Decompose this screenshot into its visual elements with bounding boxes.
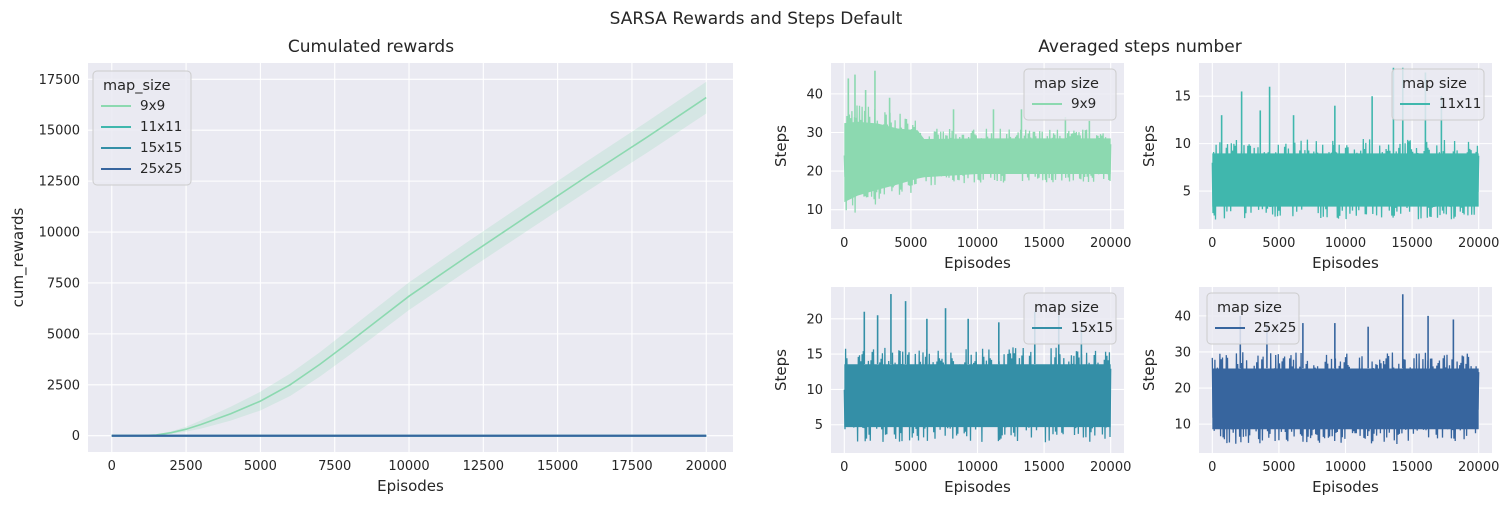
- steps-11x11-legend-label-11x11: 11x11: [1439, 96, 1481, 112]
- steps-11x11-x-tick-label: 20000: [1458, 236, 1499, 251]
- steps-15x15-legend-box: [1023, 292, 1117, 345]
- steps-25x25-legend-box: [1206, 292, 1300, 345]
- rewards-y-tick-label: 2500: [47, 378, 80, 393]
- rewards-y-tick-label: 7500: [47, 276, 80, 291]
- steps-9x9-steps-density: [844, 121, 1111, 203]
- steps-9x9-y-tick-label: 20: [806, 165, 823, 180]
- steps-15x15-legend-label-15x15: 15x15: [1071, 320, 1113, 336]
- steps-15x15-y-axis-label: Steps: [772, 349, 790, 391]
- rewards-x-tick-label: 17500: [611, 459, 652, 474]
- steps-15x15-x-tick-label: 10000: [957, 460, 998, 475]
- steps-25x25-y-tick-label: 10: [1174, 418, 1191, 433]
- steps-15x15-y-tick-label: 20: [806, 312, 823, 327]
- steps-9x9-legend-box: [1023, 68, 1117, 121]
- rewards-legend-label-25x25: 25x25: [140, 161, 182, 177]
- rewards-x-tick-label: 0: [108, 459, 116, 474]
- steps-11x11-y-tick-label: 10: [1174, 137, 1191, 152]
- steps-11x11-x-tick-label: 15000: [1391, 236, 1432, 251]
- rewards-x-tick-label: 2500: [170, 459, 203, 474]
- steps-25x25-x-tick-label: 15000: [1391, 460, 1432, 475]
- steps-9x9-y-tick-label: 40: [806, 87, 823, 102]
- rewards-legend-box: [92, 70, 192, 186]
- steps-25x25-y-tick-label: 20: [1174, 382, 1191, 397]
- chart-title-rewards: Cumulated rewards: [288, 37, 454, 57]
- steps-11x11-x-axis-label: Episodes: [1312, 254, 1379, 272]
- steps-25x25-x-tick-label: 10000: [1325, 460, 1366, 475]
- rewards-y-axis-label: cum_rewards: [9, 208, 28, 308]
- steps-11x11-x-tick-label: 0: [1208, 236, 1216, 251]
- steps-9x9-x-tick-label: 5000: [894, 236, 927, 251]
- steps-25x25-steps-density: [1212, 368, 1479, 430]
- steps-25x25-x-tick-label: 20000: [1458, 460, 1499, 475]
- steps-11x11-x-tick-label: 10000: [1325, 236, 1366, 251]
- rewards-x-tick-label: 10000: [388, 459, 429, 474]
- rewards-legend-label-9x9: 9x9: [140, 98, 165, 114]
- steps-25x25-y-tick-label: 30: [1174, 345, 1191, 360]
- rewards-legend-label-11x11: 11x11: [140, 119, 182, 135]
- steps-15x15-legend-title: map size: [1034, 300, 1099, 316]
- steps-25x25-x-axis-label: Episodes: [1312, 478, 1379, 496]
- steps-25x25-y-tick-label: 40: [1174, 309, 1191, 324]
- steps-15x15-x-tick-label: 20000: [1090, 460, 1131, 475]
- steps-15x15-steps-density: [844, 364, 1111, 428]
- steps-9x9-x-tick-label: 10000: [957, 236, 998, 251]
- steps-9x9-x-tick-label: 15000: [1023, 236, 1064, 251]
- rewards-x-tick-label: 15000: [537, 459, 578, 474]
- steps-9x9-x-tick-label: 0: [840, 236, 848, 251]
- steps-25x25-y-axis-label: Steps: [1140, 349, 1158, 391]
- steps-9x9-x-tick-label: 20000: [1090, 236, 1131, 251]
- rewards-y-tick-label: 17500: [39, 73, 80, 88]
- steps-25x25-x-tick-label: 0: [1208, 460, 1216, 475]
- steps-15x15-y-tick-label: 10: [806, 383, 823, 398]
- steps-25x25-legend-title: map size: [1217, 300, 1282, 316]
- steps-9x9-x-axis-label: Episodes: [944, 254, 1011, 272]
- steps-11x11-steps-density: [1212, 153, 1479, 207]
- steps-11x11-y-tick-label: 15: [1174, 90, 1191, 105]
- steps-11x11-y-axis-label: Steps: [1140, 125, 1158, 167]
- rewards-legend-label-15x15: 15x15: [140, 140, 182, 156]
- steps-11x11-x-tick-label: 5000: [1262, 236, 1295, 251]
- rewards-series-line-9x9: [111, 96, 707, 437]
- rewards-y-tick-label: 5000: [47, 327, 80, 342]
- steps-9x9-y-tick-label: 10: [806, 203, 823, 218]
- rewards-y-tick-label: 0: [72, 429, 80, 444]
- steps-11x11-legend-title: map size: [1402, 76, 1467, 92]
- steps-9x9-y-axis-label: Steps: [772, 125, 790, 167]
- steps-11x11-y-tick-label: 5: [1183, 185, 1191, 200]
- steps-9x9-legend-label-9x9: 9x9: [1071, 96, 1096, 112]
- rewards-legend-title: map_size: [103, 78, 171, 94]
- steps-15x15-y-tick-label: 15: [806, 348, 823, 363]
- steps-15x15-x-tick-label: 5000: [894, 460, 927, 475]
- rewards-x-tick-label: 5000: [244, 459, 277, 474]
- rewards-y-tick-label: 15000: [39, 124, 80, 139]
- rewards-plot-area: [88, 63, 733, 452]
- steps-9x9-y-tick-label: 30: [806, 126, 823, 141]
- steps-15x15-x-tick-label: 0: [840, 460, 848, 475]
- steps-11x11-legend-box: [1391, 68, 1485, 121]
- rewards-y-tick-label: 10000: [39, 226, 80, 241]
- figure-suptitle: SARSA Rewards and Steps Default: [610, 9, 903, 29]
- steps-25x25-legend-label-25x25: 25x25: [1254, 320, 1296, 336]
- steps-15x15-x-axis-label: Episodes: [944, 478, 1011, 496]
- rewards-y-tick-label: 12500: [39, 175, 80, 190]
- rewards-x-tick-label: 12500: [463, 459, 504, 474]
- steps-9x9-legend-title: map size: [1034, 76, 1099, 92]
- steps-25x25-x-tick-label: 5000: [1262, 460, 1295, 475]
- steps-15x15-y-tick-label: 5: [815, 418, 823, 433]
- chart-title-steps: Averaged steps number: [1038, 37, 1241, 57]
- rewards-x-tick-label: 20000: [686, 459, 727, 474]
- rewards-x-axis-label: Episodes: [377, 477, 444, 495]
- steps-15x15-x-tick-label: 15000: [1023, 460, 1064, 475]
- rewards-x-tick-label: 7500: [318, 459, 351, 474]
